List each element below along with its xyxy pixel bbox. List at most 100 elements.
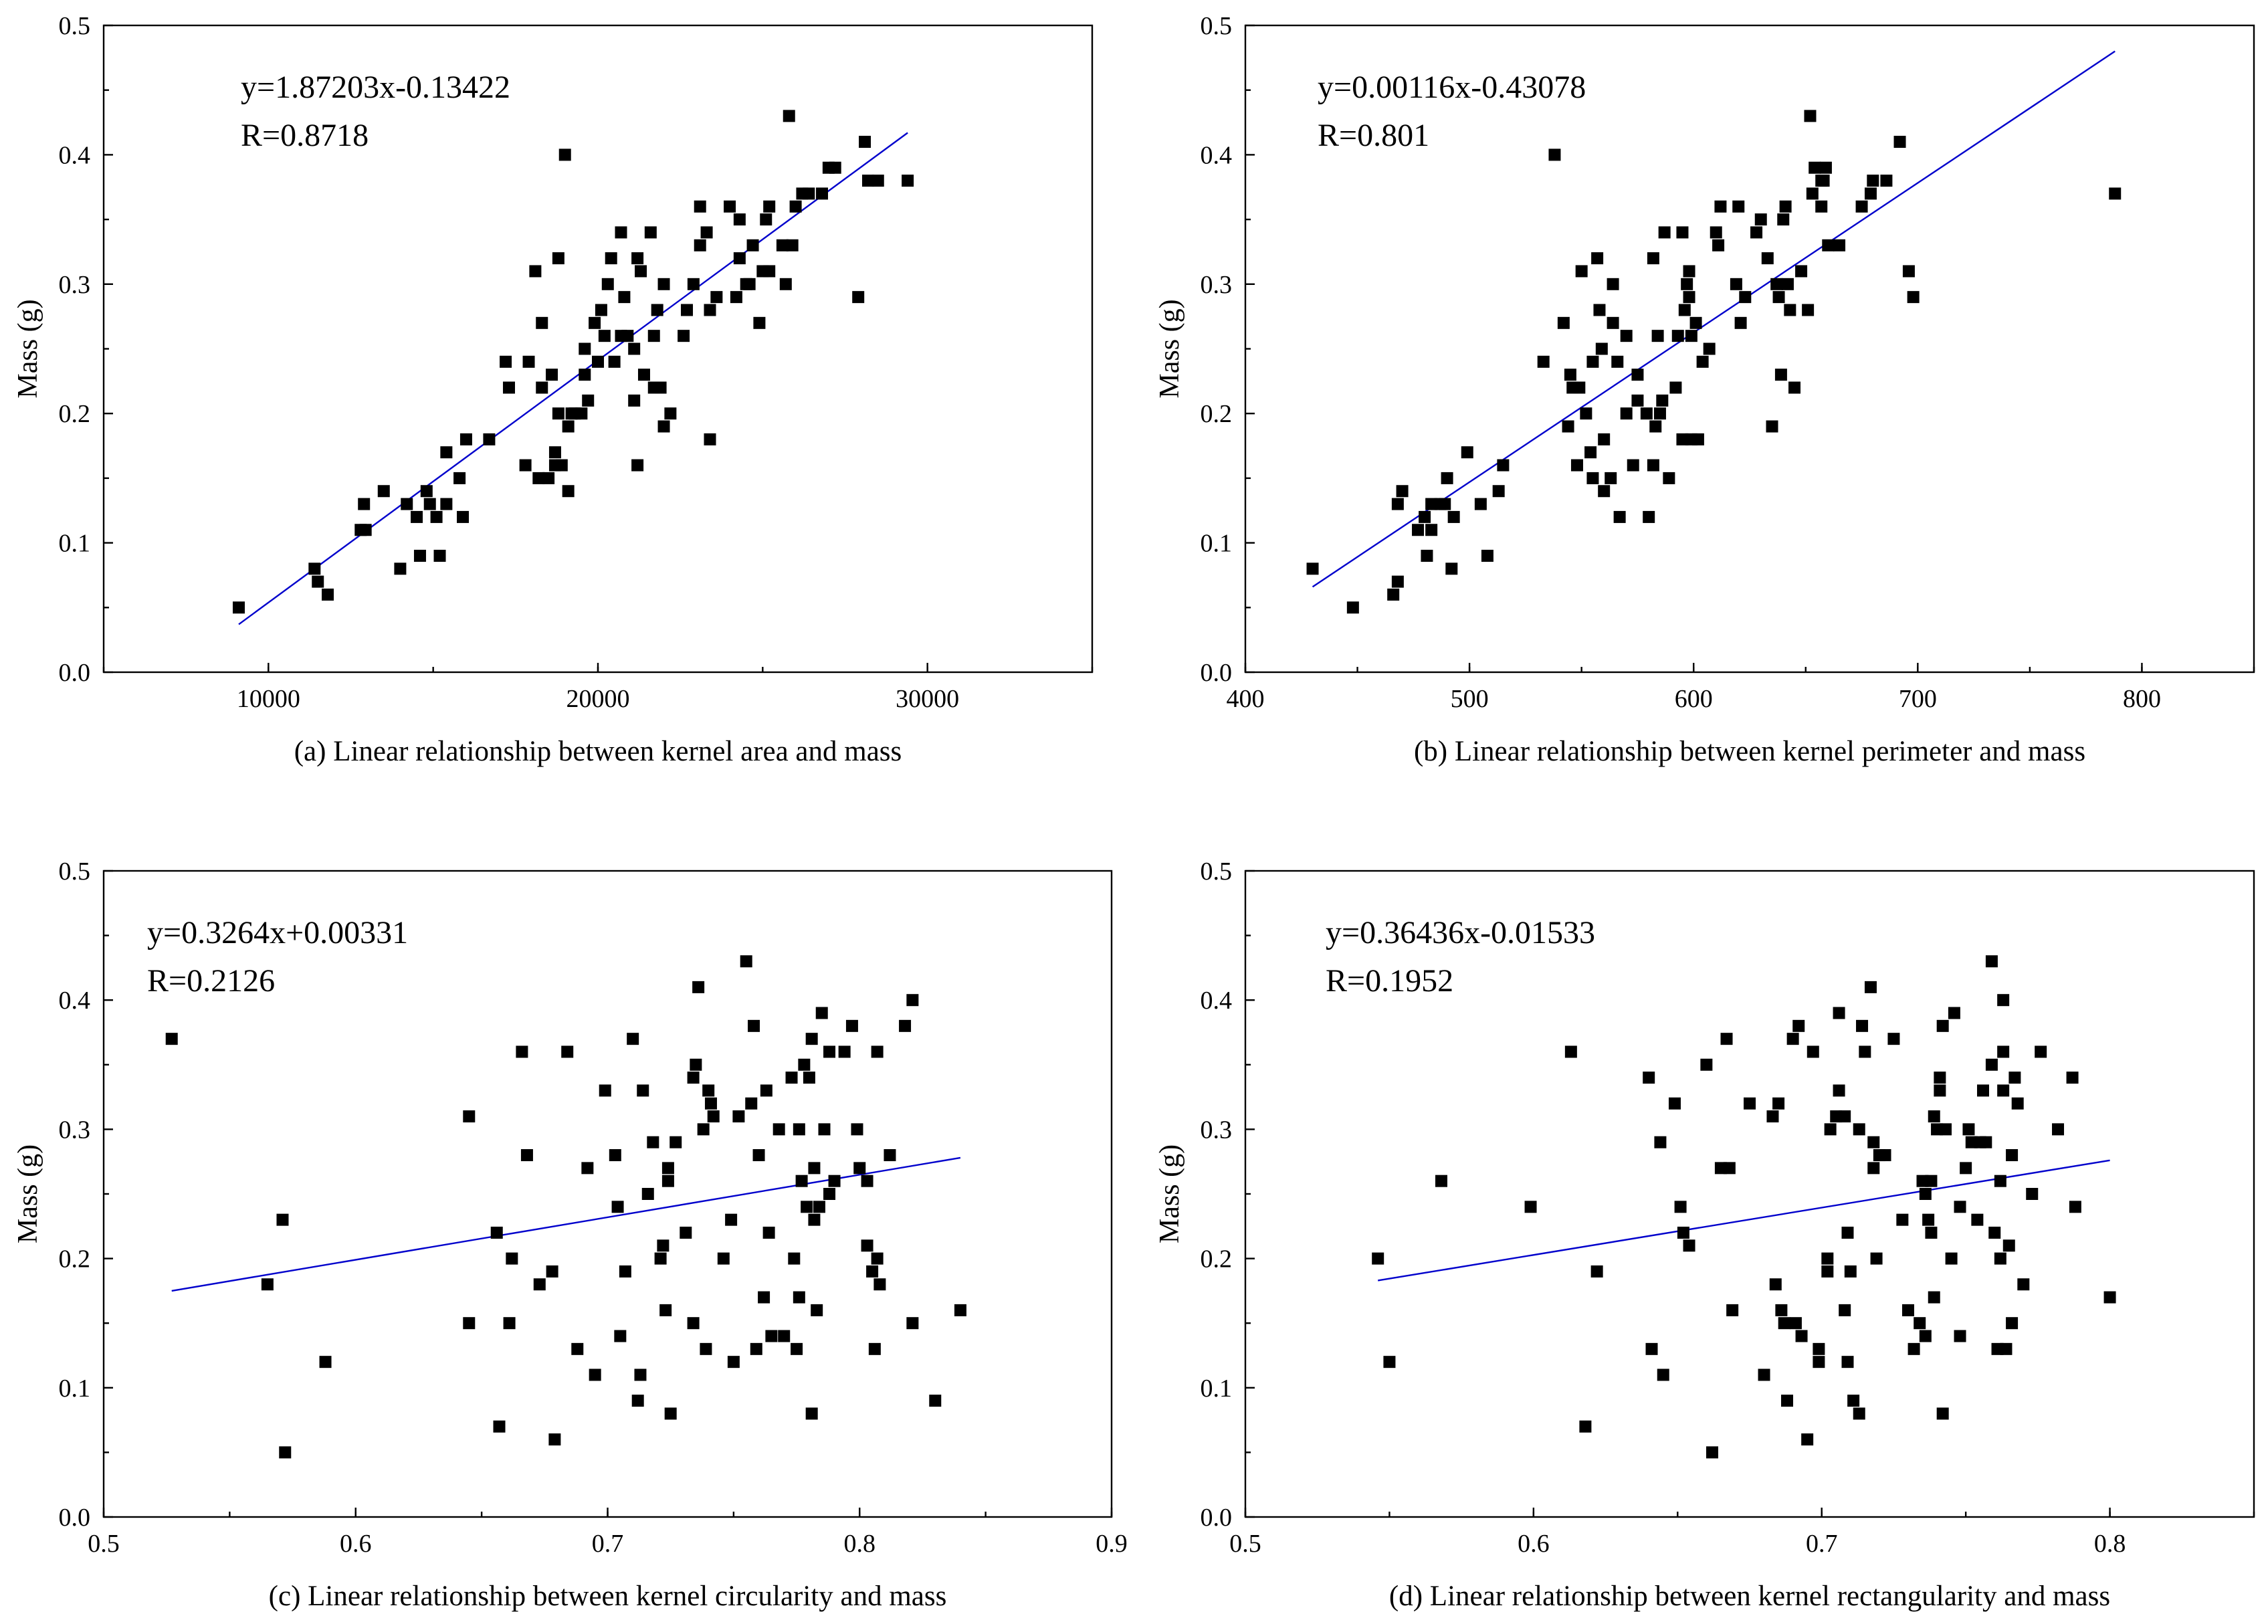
data-point — [758, 1291, 770, 1304]
data-point — [1643, 510, 1655, 523]
x-tick-label: 0.5 — [1229, 1530, 1261, 1558]
data-point — [1907, 291, 1920, 304]
data-point — [1744, 1097, 1756, 1110]
data-point — [542, 472, 555, 484]
data-point — [358, 498, 371, 510]
data-point — [1663, 472, 1675, 484]
equation-label: y=1.87203x-0.13422 — [241, 70, 510, 105]
data-point — [1631, 369, 1644, 381]
data-point — [1867, 175, 1879, 187]
data-point — [1856, 1019, 1869, 1032]
data-point — [801, 1201, 813, 1213]
data-point — [1777, 213, 1790, 226]
r-value-label: R=0.1952 — [1326, 963, 1453, 999]
data-point — [598, 330, 611, 342]
data-point — [808, 1162, 821, 1175]
data-point — [647, 1136, 659, 1148]
data-point — [1754, 213, 1767, 226]
data-point — [1383, 1356, 1396, 1368]
data-point — [1439, 498, 1451, 510]
data-point — [793, 1291, 805, 1304]
data-point — [1994, 1252, 2006, 1265]
data-point — [2011, 1097, 2024, 1110]
data-point — [532, 472, 545, 484]
data-point — [690, 1058, 702, 1071]
data-point — [1795, 265, 1808, 278]
data-point — [745, 1097, 758, 1110]
data-point — [1435, 1175, 1447, 1187]
data-point — [420, 485, 433, 498]
data-point — [2103, 1291, 2116, 1304]
data-point — [657, 420, 670, 433]
data-point — [707, 1110, 720, 1123]
data-point — [740, 955, 752, 968]
data-point — [1712, 239, 1725, 251]
y-tick-label: 0.3 — [1201, 271, 1233, 299]
data-point — [788, 1252, 801, 1265]
data-point — [1611, 355, 1624, 368]
data-point — [1772, 1097, 1785, 1110]
data-point — [866, 1265, 879, 1278]
x-tick-label: 0.6 — [1518, 1530, 1550, 1558]
data-point — [2006, 1149, 2019, 1162]
data-point — [536, 381, 548, 394]
data-point — [1985, 1058, 1998, 1071]
data-point — [1781, 278, 1794, 290]
data-point — [765, 1330, 778, 1342]
data-point — [724, 200, 736, 213]
data-point — [502, 381, 515, 394]
data-point — [647, 330, 660, 342]
data-point — [1627, 459, 1639, 472]
data-point — [700, 226, 713, 239]
data-point — [664, 407, 677, 420]
data-point — [1643, 1072, 1655, 1084]
data-point — [1391, 575, 1404, 588]
data-point — [618, 291, 631, 304]
data-point — [611, 1201, 624, 1213]
data-point — [1839, 1110, 1851, 1123]
data-point — [430, 510, 443, 523]
data-point — [871, 1045, 884, 1058]
data-point — [803, 187, 815, 200]
data-point — [595, 304, 607, 316]
data-point — [1795, 1330, 1808, 1342]
panel-caption: (c) Linear relationship between kernel c… — [269, 1581, 947, 1612]
data-point — [786, 239, 799, 251]
data-point — [789, 200, 802, 213]
data-point — [687, 1317, 700, 1330]
data-point — [1770, 278, 1783, 290]
data-point — [1997, 994, 2010, 1007]
data-point — [1867, 1162, 1880, 1175]
data-point — [1841, 1356, 1854, 1368]
equation-label: y=0.00116x-0.43078 — [1318, 70, 1586, 105]
data-point — [2006, 1317, 2019, 1330]
data-point — [1683, 265, 1695, 278]
data-point — [581, 1162, 594, 1175]
data-point — [359, 524, 372, 536]
fit-line — [1377, 1159, 2110, 1282]
y-axis-label: Mass (g) — [13, 1144, 43, 1243]
data-point — [2035, 1045, 2047, 1058]
data-point — [1656, 394, 1669, 407]
data-point — [1607, 316, 1619, 329]
data-point — [1833, 1084, 1845, 1097]
data-point — [433, 549, 446, 562]
data-point — [1689, 316, 1702, 329]
y-axis-label: Mass (g) — [13, 299, 43, 398]
data-point — [1613, 510, 1626, 523]
data-point — [644, 226, 657, 239]
panel-a: 0.0 0.1 0.2 0.3 0.4 0.5 10000 20000 30000 Mass (g… — [13, 12, 1094, 767]
data-point — [1750, 226, 1763, 239]
data-point — [753, 316, 766, 329]
fit-line — [171, 1156, 961, 1292]
x-tick-label: 0.5 — [88, 1530, 120, 1558]
data-point — [1461, 446, 1473, 459]
y-tick-label: 0.3 — [59, 1116, 91, 1144]
data-point — [1586, 355, 1599, 368]
data-point — [516, 1045, 528, 1058]
y-tick-label: 0.5 — [59, 12, 91, 40]
data-point — [1813, 1356, 1825, 1368]
data-point — [1591, 252, 1604, 265]
data-point — [1824, 1123, 1837, 1136]
data-point — [1815, 200, 1828, 213]
